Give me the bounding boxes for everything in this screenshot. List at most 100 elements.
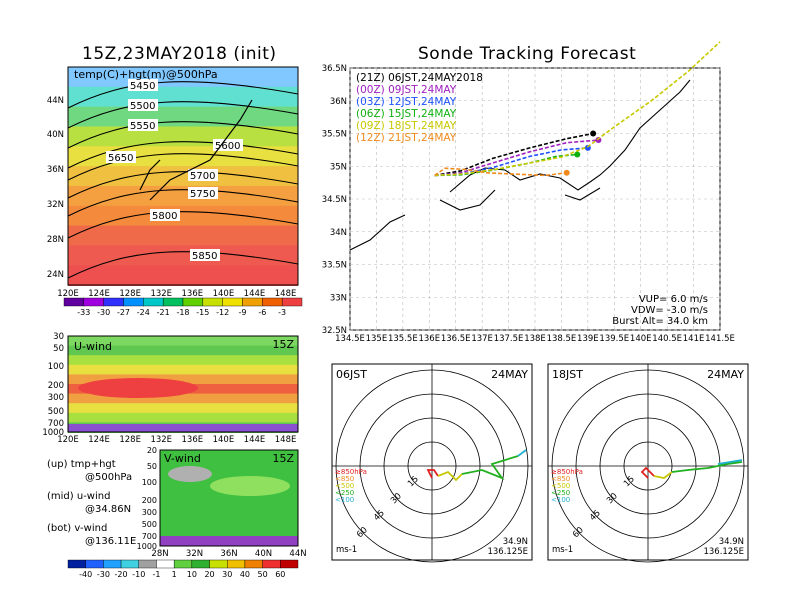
pressure-tick: 100 xyxy=(48,362,64,372)
pressure-tick: 50 xyxy=(53,344,64,354)
temp-colorbar-cell xyxy=(202,297,223,307)
legend-entry: (12Z) 21JST,24MAY xyxy=(356,132,457,144)
hodo-legend: <100 xyxy=(551,496,570,504)
lon-tick: 136E xyxy=(182,435,204,445)
wind-colorbar-cell xyxy=(67,559,86,569)
lon-tick: 134.5E xyxy=(335,334,365,344)
trajectory-line xyxy=(434,132,594,177)
coastline xyxy=(349,214,406,251)
wind-colorbar-cell xyxy=(244,559,263,569)
contour-label: 5450 xyxy=(130,81,155,92)
height-contour xyxy=(67,251,299,279)
vwind-frame xyxy=(159,449,299,547)
lat-tick: 36N xyxy=(330,97,347,107)
temp-band xyxy=(68,245,298,267)
lon-tick: 141.5E xyxy=(705,334,735,344)
wind-colorbar-label: 40 xyxy=(240,570,250,579)
contour-label-bg xyxy=(128,79,158,91)
trajectory-line xyxy=(434,153,578,177)
wind-colorbar-label: 60 xyxy=(275,570,285,579)
map-frame xyxy=(67,66,299,286)
lon-tick: 140E xyxy=(213,435,235,445)
temp-band xyxy=(68,67,298,88)
vwind-label: V-wind xyxy=(164,452,201,465)
temp-colorbar-label: -27 xyxy=(117,308,130,317)
lat-tick: 32N xyxy=(186,549,203,559)
pressure-tick: 300 xyxy=(142,508,157,517)
height-contour xyxy=(67,153,299,181)
contour-label-bg xyxy=(213,139,243,151)
hodo-legend: <500 xyxy=(551,482,570,490)
temp-colorbar-cell xyxy=(83,297,104,307)
lon-tick: 137E xyxy=(471,334,493,344)
lat-tick: 24N xyxy=(47,270,64,280)
note-bot: (bot) v-wind @136.11E xyxy=(47,523,137,547)
lon-tick: 128E xyxy=(119,289,141,299)
hodo-legend: <100 xyxy=(335,496,354,504)
lat-tick: 33N xyxy=(330,293,347,303)
param-burst: Burst Alt= 34.0 km xyxy=(612,316,708,327)
left-title: 15Z,23MAY2018 (init) xyxy=(82,44,277,64)
param-vdw: VDW= -3.0 m/s xyxy=(631,305,708,316)
contour-label: 5650 xyxy=(108,153,133,164)
track-panel: (21Z) 06JST,24MAY2018(00Z) 09JST,24MAY(0… xyxy=(322,41,735,344)
pressure-tick: 100 xyxy=(142,478,157,487)
uwind-band xyxy=(68,374,298,385)
temp-band xyxy=(68,106,298,128)
hodo-legend: <850 xyxy=(335,475,354,483)
vwind-time: 15Z xyxy=(272,452,294,465)
hodograph-trace xyxy=(461,455,519,480)
lon-tick: 148E xyxy=(275,289,297,299)
polar-lat: 34.9N xyxy=(503,537,528,547)
uwind-band xyxy=(68,393,298,405)
lon-tick: 135.5E xyxy=(388,334,418,344)
hodo-legend: ≥850hPa xyxy=(335,468,367,476)
lat-tick: 28N xyxy=(47,235,64,245)
vwind-bg xyxy=(160,450,298,546)
contour-label-bg xyxy=(128,99,158,111)
uwind-band xyxy=(68,412,298,424)
lon-tick: 138E xyxy=(524,334,546,344)
contour-label: 5750 xyxy=(190,189,215,200)
lat-tick: 35.5N xyxy=(322,130,347,140)
lon-tick: 144E xyxy=(244,289,266,299)
temp-band xyxy=(68,265,298,286)
lat-tick: 32.5N xyxy=(322,326,347,336)
note-up: (up) tmp+hgt @500hPa xyxy=(47,459,133,483)
wind-colorbar-label: 10 xyxy=(187,570,197,579)
temp-colorbar-label: -21 xyxy=(157,308,170,317)
uwind-band xyxy=(68,336,298,347)
temp-colorbar-cell xyxy=(262,297,283,307)
uwind-frame xyxy=(67,335,299,433)
legend-entry: (21Z) 06JST,24MAY2018 xyxy=(356,72,483,84)
pressure-tick: 30 xyxy=(53,332,64,342)
pressure-tick: 200 xyxy=(48,381,64,391)
coastline xyxy=(439,187,601,211)
wind-colorbar-cell xyxy=(173,559,193,569)
lat-tick: 36.5N xyxy=(322,64,347,74)
map-panel: 5450 5500 5550 5600 5650 5700 5750 5800 5850 temp… xyxy=(47,66,303,317)
lat-tick: 28N xyxy=(151,549,168,559)
temp-colorbar-cell xyxy=(63,297,85,307)
lon-tick: 144E xyxy=(244,435,266,445)
lon-tick: 135E xyxy=(366,334,388,344)
hodo-legend: ≥850hPa xyxy=(551,468,583,476)
lat-tick: 33.5N xyxy=(322,261,347,271)
lon-tick: 137.5E xyxy=(494,334,524,344)
temp-colorbar-label: -6 xyxy=(258,308,266,317)
lon-tick: 120E xyxy=(57,289,79,299)
uwind-time: 15Z xyxy=(272,338,294,351)
hodo-legend: <500 xyxy=(335,482,354,490)
right-charts: (21Z) 06JST,24MAY2018(00Z) 09JST,24MAY(0… xyxy=(322,41,749,563)
right-title: Sonde Tracking Forecast xyxy=(418,44,637,64)
pressure-tick: 50 xyxy=(147,462,157,471)
polar-lon: 136.125E xyxy=(487,547,528,557)
uwind-band xyxy=(68,364,298,376)
contour-label-bg xyxy=(190,249,220,261)
legend-entry: (03Z) 12JST,24MAY xyxy=(356,96,457,108)
contour-label: 5800 xyxy=(152,211,177,222)
wind-colorbar-label: 30 xyxy=(222,570,232,579)
